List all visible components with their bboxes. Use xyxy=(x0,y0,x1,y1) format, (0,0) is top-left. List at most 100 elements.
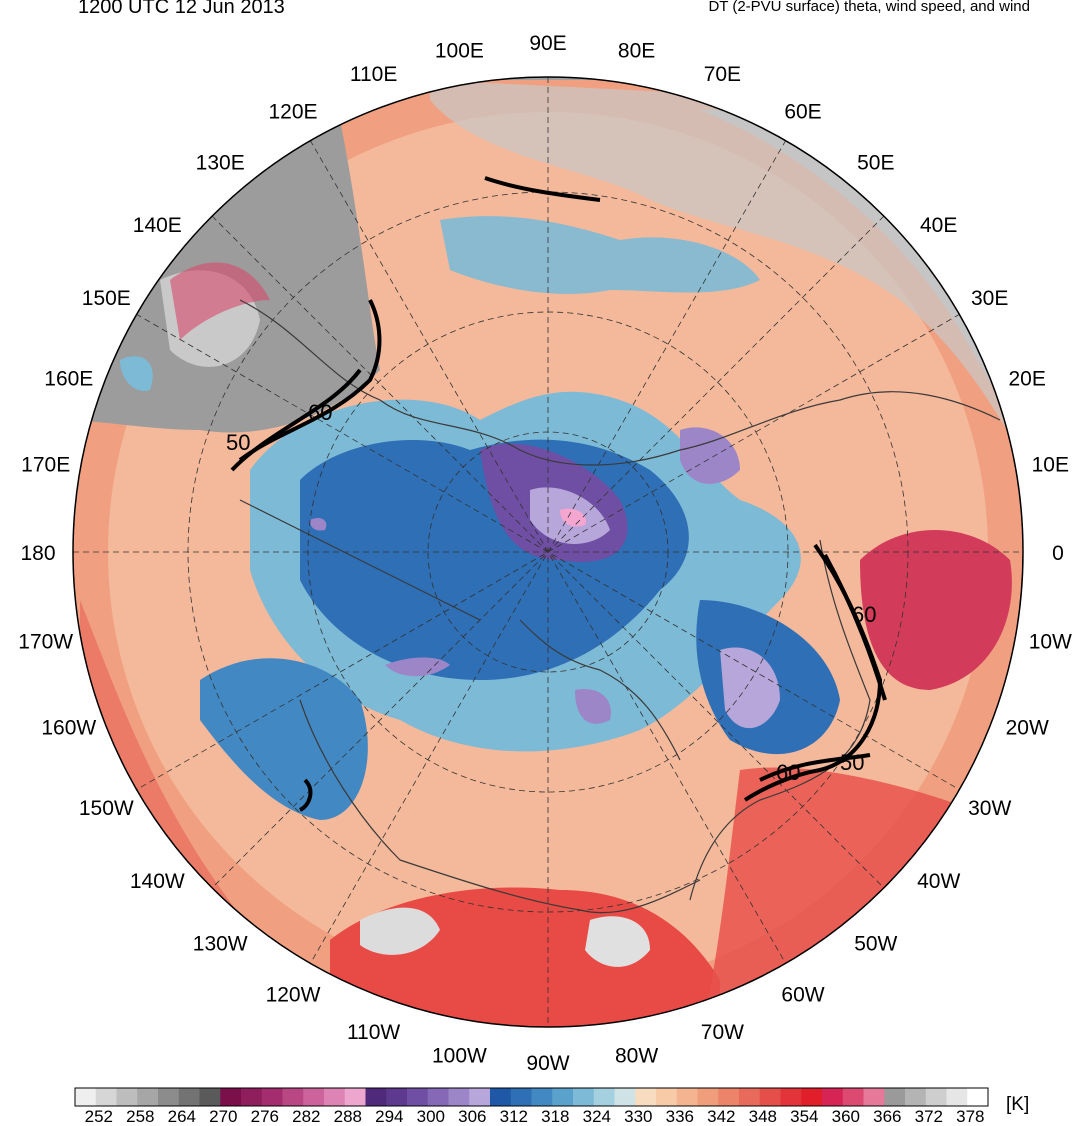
colorbar-swatch xyxy=(261,1088,283,1106)
colorbar-swatch xyxy=(676,1088,698,1106)
colorbar-swatch xyxy=(552,1088,574,1106)
colorbar-tick-label: 306 xyxy=(458,1107,486,1126)
colorbar-tick-label: 282 xyxy=(292,1107,320,1126)
colorbar-swatch xyxy=(967,1088,989,1106)
longitude-label: 70W xyxy=(701,1021,744,1044)
contour-label-60-atlantic: 60 xyxy=(852,602,876,627)
colorbar-swatch xyxy=(178,1088,200,1106)
longitude-label: 170W xyxy=(18,631,73,654)
contour-label-group: 60 50 60 60 50 xyxy=(226,400,876,785)
longitude-label: 150E xyxy=(82,287,131,310)
colorbar-swatch xyxy=(822,1088,844,1106)
map-boundary xyxy=(72,76,1024,1028)
longitude-label: 80W xyxy=(615,1044,658,1067)
colorbar-swatch xyxy=(635,1088,657,1106)
contour-label-60-pacific: 60 xyxy=(308,400,332,425)
colorbar-tick-label: 318 xyxy=(541,1107,569,1126)
longitude-label: 60E xyxy=(784,100,821,123)
colorbar-swatch xyxy=(884,1088,906,1106)
colorbar: 252 258 264 270 276 282 288 294 300 306 312 318 324 3… xyxy=(74,1087,989,1126)
colorbar-swatch xyxy=(407,1088,429,1106)
longitude-label: 120E xyxy=(268,100,317,123)
colorbar-swatch xyxy=(490,1088,512,1106)
colorbar-swatch xyxy=(593,1088,615,1106)
colorbar-tick-label: 312 xyxy=(500,1107,528,1126)
longitude-label: 30E xyxy=(971,287,1008,310)
longitude-label: 50E xyxy=(857,151,894,174)
longitude-label: 50W xyxy=(854,933,897,956)
colorbar-units: [K] xyxy=(1006,1094,1030,1115)
map-title-description: DT (2-PVU surface) theta, wind speed, an… xyxy=(708,0,1030,15)
longitude-labels: 90E 80E 70E 60E 50E 40E 30E 20E 10E 0 10W 20W 30W 40W… xyxy=(18,32,1072,1075)
longitude-label: 110W xyxy=(347,1021,400,1044)
colorbar-swatch xyxy=(946,1088,968,1106)
longitude-label: 60W xyxy=(781,984,824,1007)
longitude-label: 70E xyxy=(704,63,741,86)
colorbar-tick-label: 258 xyxy=(126,1107,154,1126)
colorbar-tick-label: 324 xyxy=(583,1107,611,1126)
longitude-label: 100E xyxy=(435,40,484,63)
colorbar-tick-label: 360 xyxy=(832,1107,860,1126)
colorbar-tick-label: 270 xyxy=(209,1107,237,1126)
colorbar-swatch xyxy=(905,1088,927,1106)
colorbar-swatch xyxy=(510,1088,532,1106)
colorbar-tick-label: 264 xyxy=(168,1107,196,1126)
colorbar-tick-label: 294 xyxy=(375,1107,403,1126)
longitude-label: 20E xyxy=(1009,368,1046,391)
colorbar-swatch xyxy=(656,1088,678,1106)
longitude-label: 180 xyxy=(20,542,55,565)
colorbar-swatch xyxy=(282,1088,304,1106)
colorbar-tick-label: 378 xyxy=(956,1107,984,1126)
colorbar-swatch xyxy=(863,1088,885,1106)
longitude-label: 160E xyxy=(44,368,93,391)
longitude-label: 140E xyxy=(133,214,182,237)
colorbar-swatch xyxy=(718,1088,740,1106)
colorbar-tick-label: 342 xyxy=(707,1107,735,1126)
colorbar-swatch xyxy=(842,1088,864,1106)
longitude-label: 130E xyxy=(196,151,245,174)
colorbar-tick-label: 348 xyxy=(749,1107,777,1126)
longitude-label: 30W xyxy=(968,797,1011,820)
longitude-label: 150W xyxy=(79,797,134,820)
longitude-label: 90E xyxy=(529,32,566,55)
longitude-label: 100W xyxy=(432,1044,487,1067)
colorbar-tick-label: 288 xyxy=(334,1107,362,1126)
longitude-label: 90W xyxy=(526,1052,569,1075)
longitude-label: 10W xyxy=(1029,631,1072,654)
colorbar-tick-label: 252 xyxy=(85,1107,113,1126)
colorbar-swatch xyxy=(75,1088,97,1106)
longitude-label: 160W xyxy=(41,716,96,739)
longitude-label: 40E xyxy=(920,214,957,237)
colorbar-swatch xyxy=(199,1088,221,1106)
colorbar-swatch xyxy=(614,1088,636,1106)
colorbar-swatch xyxy=(780,1088,802,1106)
contour-label-50-atlantic: 50 xyxy=(840,750,864,775)
colorbar-swatch xyxy=(759,1088,781,1106)
contour-label-60-atlantic-south: 60 xyxy=(776,760,800,785)
colorbar-swatch xyxy=(427,1088,449,1106)
colorbar-swatch xyxy=(386,1088,408,1106)
colorbar-swatch xyxy=(95,1088,117,1106)
colorbar-swatch xyxy=(531,1088,553,1106)
colorbar-swatch xyxy=(241,1088,263,1106)
colorbar-swatch xyxy=(697,1088,719,1106)
longitude-label: 80E xyxy=(618,40,655,63)
colorbar-swatch xyxy=(801,1088,823,1106)
colorbar-swatch xyxy=(116,1088,138,1106)
colorbar-tick-label: 372 xyxy=(915,1107,943,1126)
longitude-label: 110E xyxy=(350,63,398,86)
contour-label-50-pacific: 50 xyxy=(226,430,250,455)
colorbar-tick-label: 366 xyxy=(873,1107,901,1126)
colorbar-swatch xyxy=(324,1088,346,1106)
longitude-label: 40W xyxy=(917,870,960,893)
colorbar-swatch xyxy=(925,1088,947,1106)
longitude-label: 140W xyxy=(130,870,185,893)
colorbar-swatch xyxy=(344,1088,366,1106)
longitude-label: 0 xyxy=(1052,542,1064,565)
colorbar-swatch xyxy=(469,1088,491,1106)
colorbar-swatch xyxy=(365,1088,387,1106)
colorbar-swatch xyxy=(739,1088,761,1106)
colorbar-tick-label: 276 xyxy=(251,1107,279,1126)
wind-speed-contours xyxy=(230,176,887,812)
longitude-label: 130W xyxy=(193,933,248,956)
